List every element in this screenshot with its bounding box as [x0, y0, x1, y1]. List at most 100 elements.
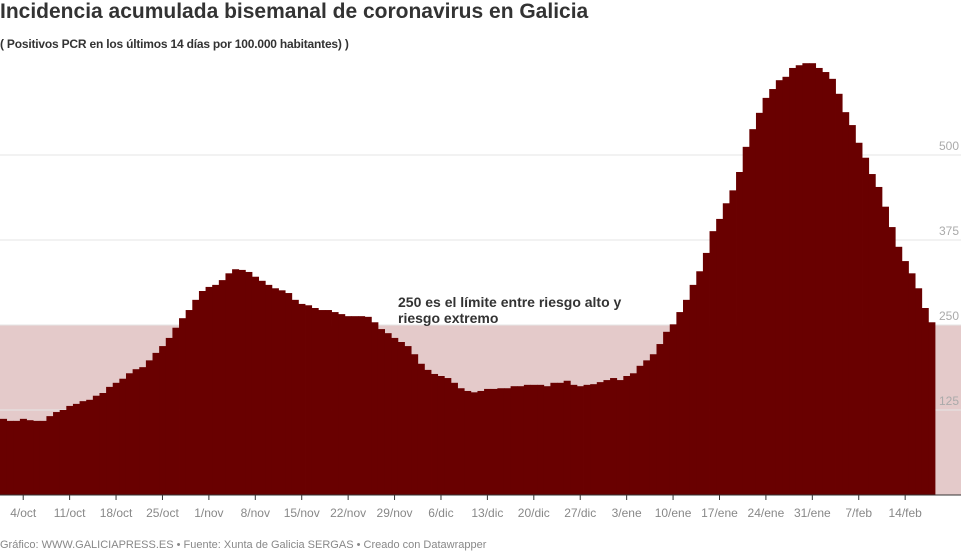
x-tick-label: 17/ene	[701, 506, 738, 520]
bar	[377, 329, 386, 495]
bar	[696, 271, 704, 495]
x-tick-label: 18/oct	[100, 506, 133, 520]
x-tick-label: 27/dic	[564, 506, 596, 520]
bar	[99, 393, 107, 495]
bar	[331, 312, 339, 495]
bar	[742, 146, 750, 495]
bar	[855, 142, 863, 495]
bar	[802, 63, 810, 495]
bar	[928, 322, 936, 495]
bar	[590, 384, 598, 495]
bar	[119, 378, 127, 495]
bar	[33, 420, 41, 495]
bar	[238, 269, 246, 495]
x-tick-label: 14/feb	[888, 506, 922, 520]
y-tick-label: 375	[939, 224, 959, 238]
bar	[755, 112, 763, 495]
bar	[318, 310, 326, 495]
bar	[6, 420, 14, 495]
bar	[172, 327, 180, 495]
bar	[762, 97, 770, 495]
x-tick-label: 22/nov	[330, 506, 366, 520]
bar	[596, 382, 604, 495]
bar	[351, 316, 359, 495]
bar	[809, 63, 817, 495]
bar	[92, 395, 100, 495]
bar	[106, 386, 114, 495]
bar	[53, 412, 61, 495]
bar	[736, 172, 744, 495]
bar	[391, 337, 399, 495]
bar	[835, 93, 843, 496]
bar	[285, 293, 293, 495]
bar	[663, 331, 671, 495]
bar	[815, 67, 823, 496]
bar	[192, 299, 200, 495]
bar	[709, 231, 717, 495]
bar	[842, 112, 850, 495]
bar	[616, 380, 624, 495]
bar	[503, 388, 512, 495]
bar	[517, 386, 525, 495]
bar	[669, 324, 677, 495]
bar	[921, 308, 929, 495]
bar	[457, 388, 465, 495]
bar	[908, 273, 916, 495]
x-tick-label: 10/ene	[655, 506, 692, 520]
x-tick-label: 6/dic	[428, 506, 453, 520]
bar	[729, 190, 737, 496]
bar	[417, 363, 425, 495]
bar	[125, 373, 134, 495]
bar	[789, 67, 797, 496]
bar	[344, 316, 352, 495]
bar	[139, 367, 147, 495]
bar	[464, 390, 472, 495]
x-tick-label: 15/nov	[284, 506, 320, 520]
bar	[358, 316, 366, 495]
bar	[232, 269, 240, 495]
x-tick-label: 29/nov	[377, 506, 413, 520]
bar	[185, 310, 193, 495]
bar	[251, 276, 260, 495]
bar	[404, 346, 412, 495]
annotation-line-1: 250 es el límite entre riesgo alto y	[398, 294, 622, 310]
bar	[676, 312, 684, 495]
bar	[477, 390, 485, 495]
bar	[543, 386, 551, 495]
bar	[13, 420, 21, 495]
bar	[689, 284, 697, 495]
bar	[46, 416, 54, 495]
bar	[411, 354, 419, 495]
annotation-line-2: riesgo extremo	[398, 310, 498, 326]
y-tick-label: 250	[939, 309, 959, 323]
bar	[683, 299, 691, 495]
bar	[159, 346, 167, 495]
bar	[72, 403, 80, 495]
bar	[497, 388, 505, 495]
bar	[424, 369, 432, 495]
bar	[205, 286, 213, 495]
bar	[649, 354, 657, 495]
footer-credits: Gráfico: WWW.GALICIAPRESS.ES • Fuente: X…	[0, 539, 487, 551]
bar	[702, 252, 710, 495]
bar	[278, 290, 286, 495]
x-tick-label: 24/ene	[748, 506, 785, 520]
bar	[152, 352, 160, 495]
x-tick-label: 11/oct	[54, 506, 86, 520]
bar	[490, 388, 498, 495]
bar	[397, 342, 405, 495]
bar	[305, 305, 313, 495]
bar	[245, 271, 253, 495]
bar	[570, 384, 578, 495]
bar	[324, 310, 332, 495]
x-tick-label: 4/oct	[10, 506, 37, 520]
bar	[39, 420, 47, 495]
bar	[338, 314, 346, 495]
bar	[510, 386, 518, 495]
x-tick-label: 7/feb	[845, 506, 872, 520]
y-tick-label: 125	[939, 394, 959, 408]
bar	[265, 284, 273, 495]
bar	[212, 284, 220, 495]
bar	[636, 365, 644, 495]
